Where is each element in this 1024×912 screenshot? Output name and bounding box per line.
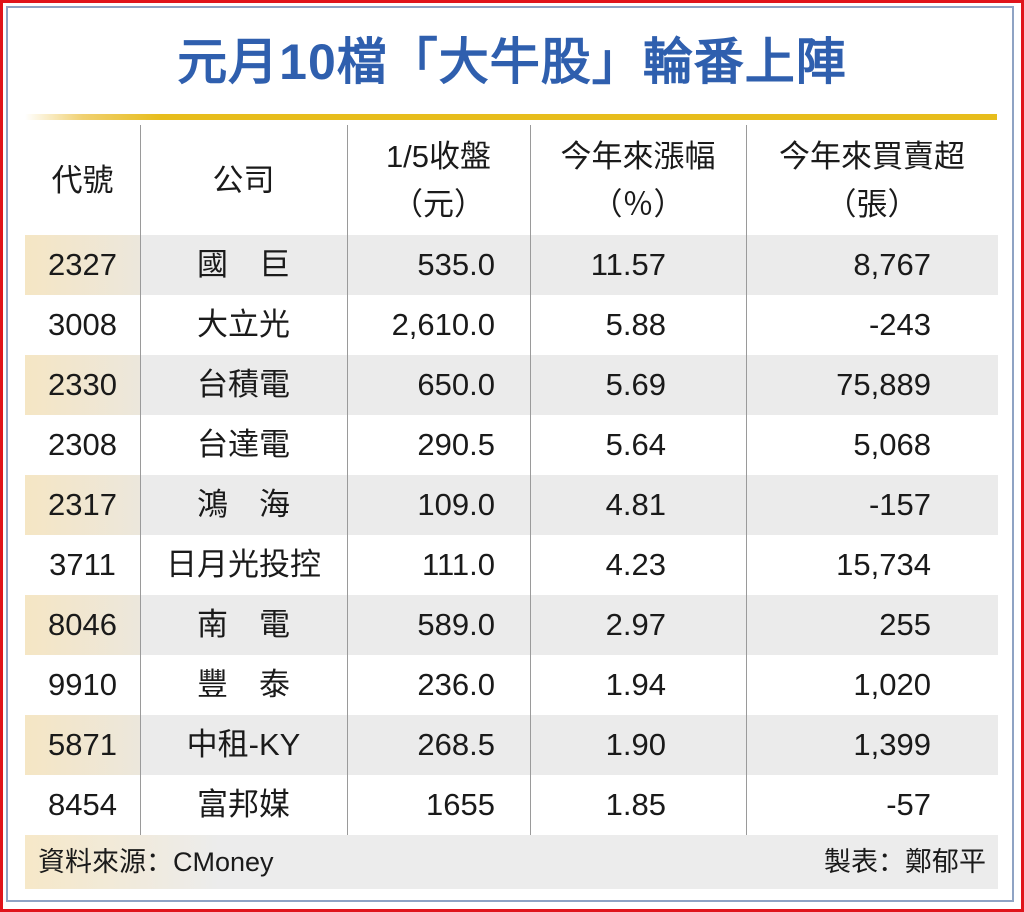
net-buy-cell: 15,734 (836, 547, 931, 582)
close-price-cell: 111.0 (422, 547, 495, 582)
company-cell: 豐 泰 (197, 667, 290, 702)
table-row (25, 355, 998, 415)
code-cell: 2327 (48, 247, 117, 282)
close-price-cell: 290.5 (417, 427, 495, 462)
column-divider (140, 125, 141, 835)
ytd-gain-cell: 5.69 (605, 367, 666, 402)
close-price-cell: 1655 (426, 787, 495, 822)
net-buy-cell: 5,068 (853, 427, 931, 462)
ytd-gain-cell: 4.81 (605, 487, 666, 522)
net-buy-cell: -243 (868, 307, 931, 342)
column-divider (347, 125, 348, 835)
table-row (25, 235, 998, 295)
code-cell: 2317 (48, 487, 117, 522)
close-price-cell: 236.0 (417, 667, 495, 702)
column-unit: （元） (392, 187, 485, 222)
code-cell-highlight (25, 355, 140, 415)
ytd-gain-cell: 1.85 (605, 787, 666, 822)
net-buy-cell: 255 (879, 607, 931, 642)
close-price-cell: 109.0 (417, 487, 495, 522)
ytd-gain-cell: 5.64 (605, 427, 666, 462)
inner-border (6, 6, 1014, 902)
close-price-cell: 2,610.0 (391, 307, 495, 342)
column-header: 1/5收盤 (385, 139, 492, 174)
code-cell: 8046 (48, 607, 117, 642)
company-cell: 台達電 (197, 427, 290, 462)
close-price-cell: 650.0 (417, 367, 495, 402)
table-row (25, 715, 998, 775)
column-divider (530, 125, 531, 835)
title-rule (25, 114, 997, 120)
company-cell: 南 電 (197, 607, 290, 642)
code-cell: 5871 (48, 727, 117, 762)
code-cell-highlight (25, 595, 140, 655)
source-note: 資料來源：CMoney (38, 847, 274, 877)
company-cell: 大立光 (197, 307, 290, 342)
company-cell: 台積電 (197, 367, 290, 402)
ytd-gain-cell: 4.23 (605, 547, 666, 582)
code-cell-highlight (25, 715, 140, 775)
column-header: 今年來漲幅 (560, 139, 716, 174)
net-buy-cell: 1,020 (853, 667, 931, 702)
column-divider (746, 125, 747, 835)
column-header: 代號 (51, 163, 114, 198)
footer-bar (25, 835, 998, 889)
company-cell: 中租-KY (186, 727, 301, 762)
credit-note: 製表：鄭郁平 (824, 847, 986, 877)
column-header: 公司 (212, 163, 275, 198)
company-cell: 富邦媒 (197, 787, 290, 822)
ytd-gain-cell: 5.88 (605, 307, 666, 342)
code-cell: 8454 (48, 787, 117, 822)
ytd-gain-cell: 2.97 (605, 607, 666, 642)
close-price-cell: 589.0 (417, 607, 495, 642)
code-cell: 2330 (48, 367, 117, 402)
code-cell: 9910 (48, 667, 117, 702)
code-cell: 3711 (49, 547, 116, 582)
code-cell-highlight (25, 235, 140, 295)
company-cell: 鴻 海 (197, 487, 290, 522)
code-cell: 3008 (48, 307, 117, 342)
company-cell: 日月光投控 (166, 547, 321, 582)
net-buy-cell: -157 (868, 487, 931, 522)
net-buy-cell: 75,889 (836, 367, 931, 402)
company-cell: 國 巨 (197, 247, 290, 282)
net-buy-cell: -57 (886, 787, 931, 822)
column-header: 今年來買賣超 (779, 139, 965, 174)
close-price-cell: 268.5 (417, 727, 495, 762)
ytd-gain-cell: 1.90 (605, 727, 666, 762)
column-unit: （％） (591, 187, 685, 222)
table-row (25, 475, 998, 535)
ytd-gain-cell: 11.57 (590, 247, 666, 282)
code-cell: 2308 (48, 427, 117, 462)
net-buy-cell: 8,767 (853, 247, 931, 282)
table-row (25, 595, 998, 655)
net-buy-cell: 1,399 (853, 727, 931, 762)
page-title: 元月10檔「大牛股」輪番上陣 (177, 34, 847, 90)
close-price-cell: 535.0 (417, 247, 495, 282)
column-unit: （張） (825, 187, 919, 222)
ytd-gain-cell: 1.94 (605, 667, 666, 702)
code-cell-highlight (25, 475, 140, 535)
